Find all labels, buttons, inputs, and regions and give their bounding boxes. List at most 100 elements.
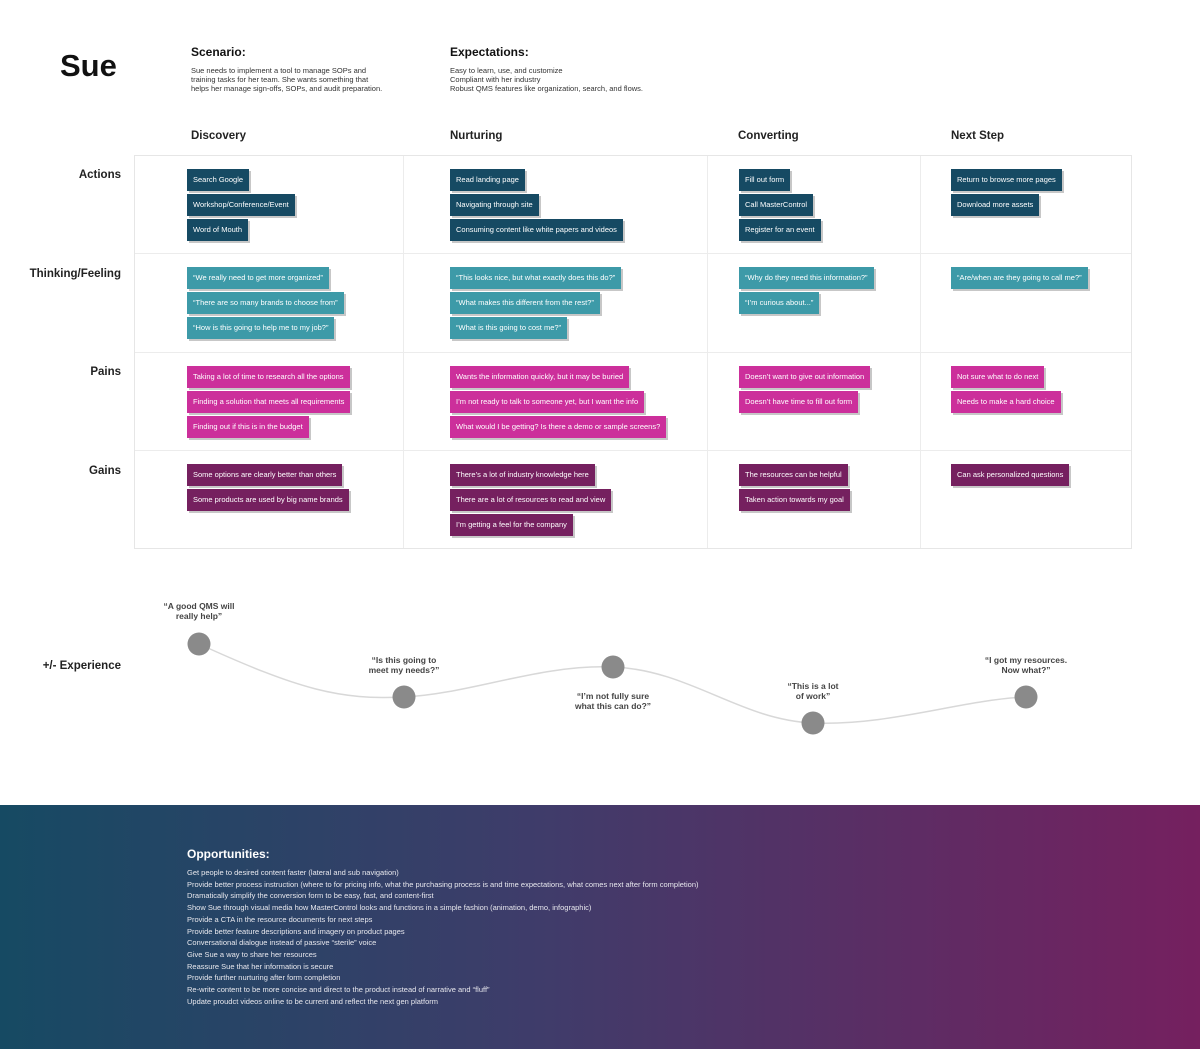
thinking-tag: “Why do they need this information?” — [739, 267, 874, 289]
gains-cell-discovery: Some options are clearly better than oth… — [187, 464, 349, 511]
gain-tag: I’m getting a feel for the company — [450, 514, 573, 536]
experience-quote-line: really help” — [175, 611, 223, 621]
actions-cell-nurturing: Read landing page Navigating through sit… — [450, 169, 623, 241]
opportunity-item: Reassure Sue that her information is sec… — [187, 961, 334, 971]
expectations-line: Compliant with her industry — [450, 75, 541, 84]
gains-cell-converting: The resources can be helpful Taken actio… — [739, 464, 850, 511]
thinking-cell-nurturing: “This looks nice, but what exactly does … — [450, 267, 622, 339]
pain-tag: Doesn’t have time to fill out form — [739, 391, 859, 413]
gains-cell-nurturing: There’s a lot of industry knowledge here… — [450, 464, 612, 536]
pain-tag: Finding a solution that meets all requir… — [187, 391, 351, 413]
opportunity-item: Update proudct videos online to be curre… — [187, 996, 438, 1006]
action-tag: Download more assets — [951, 194, 1040, 216]
opportunities-footer — [0, 805, 1200, 1049]
row-label-experience: +/- Experience — [42, 660, 121, 672]
gain-tag: Can ask personalized questions — [951, 464, 1070, 486]
gain-tag: Some options are clearly better than oth… — [187, 464, 343, 486]
expectations-line: Easy to learn, use, and customize — [450, 66, 563, 75]
action-tag: Navigating through site — [450, 194, 539, 216]
scenario-block: Scenario: Sue needs to implement a tool … — [191, 45, 382, 93]
experience-quote-line: meet my needs?” — [368, 665, 440, 675]
experience-quote: “I’m not fully sure what this can do?” — [575, 691, 651, 711]
pains-cell-next-step: Not sure what to do next Needs to make a… — [951, 366, 1061, 413]
opportunity-item: Provide better process instruction (wher… — [187, 879, 699, 889]
stage-converting: Converting — [738, 130, 799, 142]
opportunity-item: Conversational dialogue instead of passi… — [187, 938, 377, 948]
row-label-actions: Actions — [78, 169, 121, 181]
experience-quote-line: “I got my resources. — [984, 655, 1068, 665]
opportunity-item: Provide further nurturing after form com… — [187, 973, 341, 983]
thinking-tag: “This looks nice, but what exactly does … — [450, 267, 622, 289]
opportunity-item: Show Sue through visual media how Master… — [187, 903, 592, 913]
scenario-title: Scenario: — [191, 45, 246, 59]
gain-tag: There are a lot of resources to read and… — [450, 489, 612, 511]
thinking-tag: “What makes this different from the rest… — [450, 292, 600, 314]
opportunity-item: Give Sue a way to share her resources — [187, 949, 317, 959]
experience-quote-line: “A good QMS will — [163, 601, 235, 611]
opportunity-item: Provide better feature descriptions and … — [187, 926, 405, 936]
experience-quote-line: what this can do?” — [574, 701, 652, 711]
action-tag: Consuming content like white papers and … — [450, 219, 623, 241]
pains-cell-nurturing: Wants the information quickly, but it ma… — [450, 366, 667, 438]
action-tag: Call MasterControl — [739, 194, 814, 216]
stage-discovery: Discovery — [191, 130, 246, 142]
expectations-title: Expectations: — [450, 45, 529, 59]
experience-quote: “I got my resources. Now what?” — [985, 655, 1067, 675]
opportunities-title: Opportunities: — [187, 847, 270, 861]
experience-quote: “A good QMS will really help” — [164, 601, 235, 621]
pain-tag: I’m not ready to talk to someone yet, bu… — [450, 391, 645, 413]
pain-tag: Finding out if this is in the budget — [187, 416, 309, 438]
experience-quote-line: “I’m not fully sure — [576, 691, 650, 701]
experience-curve — [187, 632, 1038, 735]
pains-cell-discovery: Taking a lot of time to research all the… — [187, 366, 351, 438]
actions-cell-next-step: Return to browse more pages Download mor… — [951, 169, 1062, 216]
pain-tag: Needs to make a hard choice — [951, 391, 1061, 413]
action-tag: Return to browse more pages — [951, 169, 1062, 191]
experience-quote-line: of work” — [795, 691, 831, 701]
action-tag: Fill out form — [739, 169, 791, 191]
experience-quote: “Is this going to meet my needs?” — [369, 655, 440, 675]
experience-point — [801, 711, 825, 735]
experience-quote-line: “This is a lot — [787, 681, 839, 691]
opportunities-list: Get people to desired content faster (la… — [187, 867, 699, 1007]
action-tag: Word of Mouth — [187, 219, 249, 241]
pains-cell-converting: Doesn’t want to give out information Doe… — [739, 366, 871, 413]
expectations-block: Expectations: Easy to learn, use, and cu… — [450, 45, 643, 93]
expectations-line: Robust QMS features like organization, s… — [450, 84, 644, 93]
persona-name: Sue — [60, 48, 117, 83]
stage-next-step: Next Step — [951, 130, 1005, 142]
thinking-tag: “What is this going to cost me?” — [450, 317, 568, 339]
experience-quote-line: “Is this going to — [371, 655, 437, 665]
action-tag: Read landing page — [450, 169, 525, 191]
row-label-pains: Pains — [90, 366, 121, 378]
grid-divider — [135, 352, 1131, 353]
pain-tag: Doesn’t want to give out information — [739, 366, 871, 388]
opportunity-item: Dramatically simplify the conversion for… — [187, 891, 434, 901]
row-label-gains: Gains — [89, 465, 121, 477]
actions-cell-converting: Fill out form Call MasterControl Registe… — [739, 169, 821, 241]
thinking-cell-discovery: “We really need to get more organized” “… — [187, 267, 344, 339]
gain-tag: There’s a lot of industry knowledge here — [450, 464, 595, 486]
experience-point — [601, 655, 625, 679]
opportunity-item: Provide a CTA in the resource documents … — [187, 914, 373, 924]
thinking-tag: “How is this going to help me to my job?… — [187, 317, 335, 339]
action-tag: Workshop/Conference/Event — [187, 194, 295, 216]
gains-cell-next-step: Can ask personalized questions — [951, 464, 1070, 486]
scenario-line: training tasks for her team. She wants s… — [191, 75, 369, 84]
thinking-cell-next-step: “Are/when are they going to call me?” — [951, 267, 1088, 289]
thinking-cell-converting: “Why do they need this information?” “I’… — [739, 267, 874, 314]
row-label-thinking-feeling: Thinking/Feeling — [29, 268, 121, 280]
action-tag: Register for an event — [739, 219, 821, 241]
experience-point — [187, 632, 211, 656]
journey-grid — [134, 155, 1132, 549]
opportunity-item: Re-write content to be more concise and … — [187, 985, 490, 995]
action-tag: Search Google — [187, 169, 250, 191]
thinking-tag: “I’m curious about...” — [739, 292, 820, 314]
experience-quote: “This is a lot of work” — [787, 681, 838, 701]
gain-tag: The resources can be helpful — [739, 464, 848, 486]
pain-tag: Taking a lot of time to research all the… — [187, 366, 350, 388]
experience-quote-line: Now what?” — [1001, 665, 1051, 675]
pain-tag: Wants the information quickly, but it ma… — [450, 366, 630, 388]
opportunity-item: Get people to desired content faster (la… — [187, 868, 399, 877]
gain-tag: Taken action towards my goal — [739, 489, 850, 511]
